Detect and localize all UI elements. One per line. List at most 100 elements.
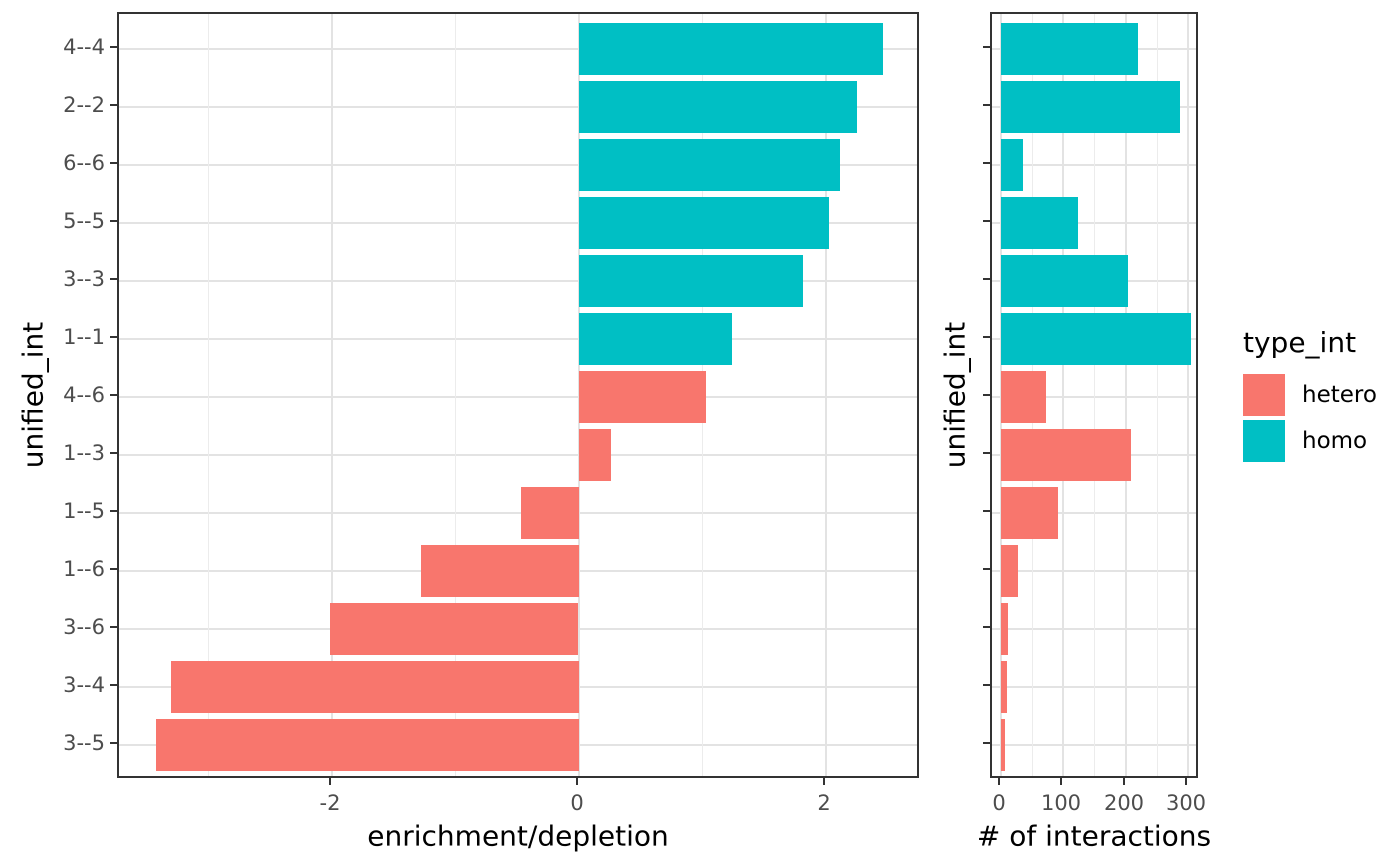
x-tick-label: 2 [817, 791, 831, 815]
y-tick-label: 1--5 [63, 499, 105, 523]
bar-5--5 [1001, 197, 1078, 249]
category-gridline [119, 47, 917, 50]
y-tick-label: 4--6 [63, 383, 105, 407]
y-tick-mark [110, 104, 117, 106]
legend-label-hetero: hetero [1302, 382, 1377, 408]
y-tick-mark [983, 452, 990, 454]
legend-title: type_int [1243, 326, 1357, 359]
category-gridline [119, 105, 917, 108]
bar-1--6 [421, 545, 579, 597]
y-tick-mark [983, 626, 990, 628]
y-tick-label: 1--6 [63, 557, 105, 581]
bar-4--4 [1001, 23, 1138, 75]
y-tick-mark [983, 220, 990, 222]
y-tick-label: 3--6 [63, 615, 105, 639]
major-gridline-x [825, 14, 827, 776]
major-gridline-x [1125, 14, 1127, 776]
y-tick-mark [983, 742, 990, 744]
category-gridline [992, 744, 1196, 747]
y-tick-label: 6--6 [63, 151, 105, 175]
category-gridline [119, 454, 917, 457]
x-tick-label: 0 [570, 791, 584, 815]
left-x-axis-title: enrichment/depletion [367, 819, 669, 853]
y-tick-mark [110, 336, 117, 338]
legend: type_int hetero homo [1243, 326, 1377, 466]
x-tick-mark [576, 778, 578, 785]
bar-5--5 [579, 197, 829, 249]
y-tick-mark [110, 684, 117, 686]
y-tick-mark [983, 162, 990, 164]
category-gridline [119, 512, 917, 515]
y-tick-label: 1--3 [63, 441, 105, 465]
x-tick-mark [1185, 778, 1187, 785]
bar-1--3 [579, 429, 611, 481]
category-gridline [119, 337, 917, 340]
y-tick-mark [110, 162, 117, 164]
bar-6--6 [579, 139, 840, 191]
y-tick-mark [983, 46, 990, 48]
category-gridline [119, 396, 917, 398]
category-gridline [992, 686, 1196, 689]
y-tick-label: 3--5 [63, 731, 105, 755]
x-tick-label: 200 [1103, 791, 1145, 815]
right-chart-panel [990, 12, 1198, 778]
bar-1--1 [579, 313, 732, 365]
bar-3--4 [171, 661, 579, 713]
bar-4--6 [1001, 371, 1046, 423]
minor-gridline-x [208, 14, 209, 776]
right-y-axis-title: unified_int [938, 321, 972, 469]
y-tick-mark [983, 684, 990, 686]
y-tick-mark [110, 220, 117, 222]
y-tick-mark [983, 568, 990, 570]
category-gridline [992, 628, 1196, 631]
minor-gridline-x [1094, 14, 1095, 776]
y-tick-mark [983, 510, 990, 512]
y-tick-mark [983, 278, 990, 280]
bar-1--5 [521, 487, 579, 539]
x-tick-mark [998, 778, 1000, 785]
y-tick-mark [983, 336, 990, 338]
bar-1--1 [1001, 313, 1191, 365]
y-tick-mark [983, 394, 990, 396]
category-gridline [119, 163, 917, 166]
right-x-axis-title: # of interactions [976, 819, 1212, 853]
x-tick-mark [329, 778, 331, 785]
y-tick-mark [983, 104, 990, 106]
category-gridline [119, 279, 917, 282]
major-gridline-x [1187, 14, 1189, 776]
y-tick-mark [110, 742, 117, 744]
y-tick-mark [110, 278, 117, 280]
x-tick-mark [1123, 778, 1125, 785]
left-chart-panel [117, 12, 919, 778]
legend-swatch-hetero-icon [1243, 374, 1285, 416]
x-tick-mark [823, 778, 825, 785]
x-tick-label: 300 [1165, 791, 1207, 815]
bar-3--3 [579, 255, 803, 307]
bar-3--6 [1001, 603, 1008, 655]
minor-gridline-x [1157, 14, 1158, 776]
legend-entry-hetero: hetero [1243, 374, 1377, 416]
bar-3--3 [1001, 255, 1128, 307]
category-gridline [119, 221, 917, 224]
bar-1--5 [1001, 487, 1058, 539]
y-tick-mark [110, 452, 117, 454]
minor-gridline-x [455, 14, 456, 776]
bar-1--3 [1001, 429, 1131, 481]
y-tick-label: 3--3 [63, 267, 105, 291]
y-tick-mark [110, 568, 117, 570]
bar-1--6 [1001, 545, 1018, 597]
y-tick-mark [110, 626, 117, 628]
y-tick-label: 4--4 [63, 35, 105, 59]
y-tick-mark [110, 510, 117, 512]
y-tick-mark [110, 46, 117, 48]
bar-3--5 [156, 719, 579, 771]
x-tick-label: 100 [1040, 791, 1082, 815]
legend-entry-homo: homo [1243, 420, 1377, 462]
category-gridline [992, 570, 1196, 573]
legend-swatch-homo-icon [1243, 420, 1285, 462]
x-tick-label: -2 [319, 791, 341, 815]
bar-4--6 [579, 371, 706, 423]
major-gridline-x [1062, 14, 1064, 776]
bar-3--4 [1001, 661, 1007, 713]
